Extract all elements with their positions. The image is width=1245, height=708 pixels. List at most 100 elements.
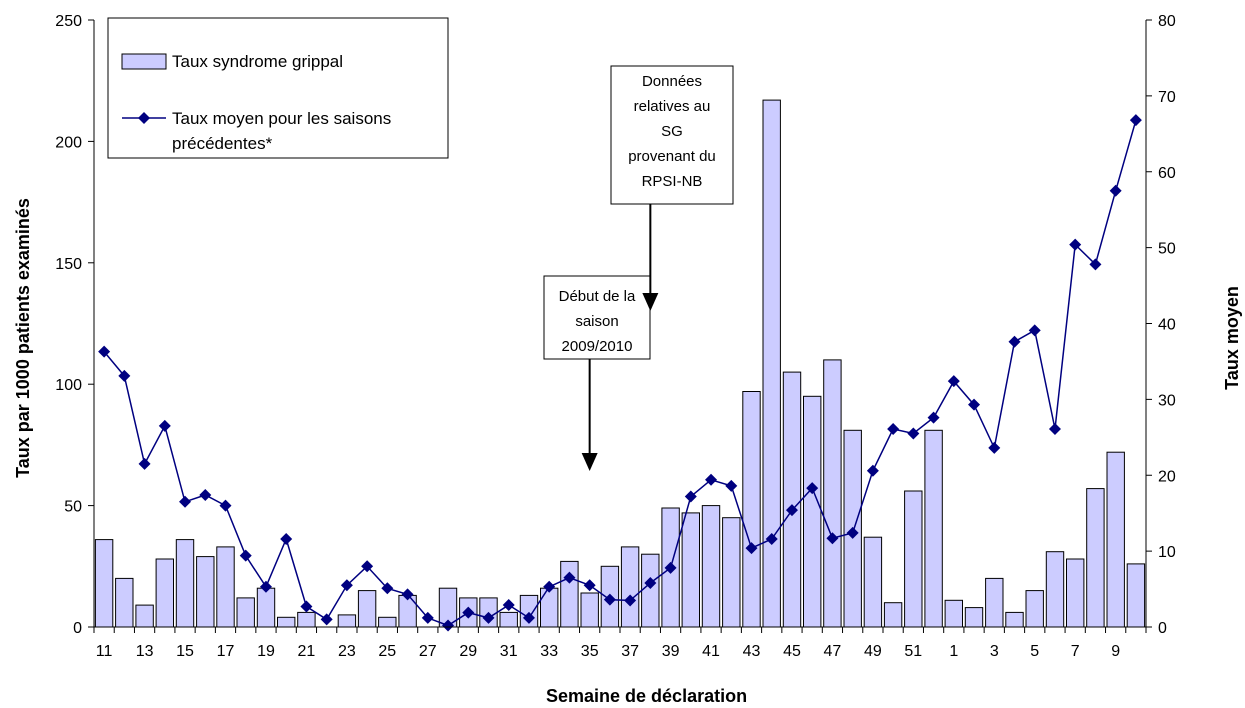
annotation-text-data-source: SG <box>661 123 683 140</box>
x-tick-label: 47 <box>824 643 842 660</box>
y2-tick-label: 60 <box>1158 165 1176 182</box>
annotation-text-data-source: relatives au <box>634 98 711 115</box>
bar-week-47 <box>823 359 842 628</box>
point-week-48 <box>846 526 859 539</box>
x-tick-label: 49 <box>864 643 882 660</box>
y2-tick-label: 70 <box>1158 89 1176 106</box>
bar-week-13 <box>135 604 154 628</box>
x-tick-label: 39 <box>662 643 680 660</box>
point-week-6 <box>1048 422 1061 435</box>
point-week-47 <box>826 532 839 545</box>
y-tick-label: 100 <box>55 377 82 394</box>
bar-week-4 <box>1005 611 1024 628</box>
annotation-text-season-start: saison <box>575 313 618 330</box>
bar-week-3 <box>985 577 1004 628</box>
point-week-44 <box>765 532 778 545</box>
point-week-30 <box>482 611 495 624</box>
x-tick-label: 11 <box>96 643 113 660</box>
point-week-34 <box>563 571 576 584</box>
bar-week-49 <box>863 536 883 628</box>
bar-week-18 <box>236 597 255 628</box>
bar-week-34 <box>560 560 579 628</box>
x-tick-label: 45 <box>783 643 801 660</box>
x-tick-label: 5 <box>1030 643 1039 660</box>
point-week-10 <box>1129 114 1142 127</box>
x-tick-label: 17 <box>217 643 235 660</box>
point-week-51 <box>907 427 920 440</box>
annotation-text-data-source: provenant du <box>628 148 716 165</box>
y2-tick-label: 10 <box>1158 544 1176 561</box>
bar-week-10 <box>1126 563 1146 628</box>
point-week-17 <box>219 499 232 512</box>
point-week-46 <box>806 482 819 495</box>
point-week-52 <box>927 411 940 424</box>
legend-swatch-bar <box>121 53 167 70</box>
point-week-27 <box>421 611 434 624</box>
y-axis-title: Taux par 1000 patients examinés <box>13 198 33 478</box>
bar-week-6 <box>1045 551 1065 628</box>
y-tick-label: 0 <box>73 620 82 637</box>
x-tick-label: 13 <box>136 643 154 660</box>
annotation-text-season-start: Début de la <box>559 288 636 305</box>
point-week-28 <box>442 619 455 632</box>
x-tick-label: 25 <box>378 643 396 660</box>
bar-week-14 <box>155 558 175 628</box>
bar-week-50 <box>883 602 903 628</box>
bar-week-12 <box>115 577 134 628</box>
annotation-arrow-season-start-head <box>581 453 598 471</box>
bar-week-43 <box>742 391 761 628</box>
bar-week-5 <box>1025 590 1044 628</box>
point-week-7 <box>1069 238 1082 251</box>
y2-tick-label: 50 <box>1158 241 1176 258</box>
point-week-35 <box>583 579 596 592</box>
y2-tick-label: 80 <box>1158 13 1176 30</box>
point-week-38 <box>644 576 657 589</box>
x-tick-label: 43 <box>743 643 761 660</box>
bar-week-24 <box>357 590 377 628</box>
bar-week-15 <box>175 539 195 628</box>
point-week-45 <box>785 504 798 517</box>
x-tick-label: 35 <box>581 643 599 660</box>
y2-tick-label: 20 <box>1158 468 1176 485</box>
line-layer <box>98 114 1142 632</box>
y-tick-label: 50 <box>64 499 82 516</box>
point-week-2 <box>968 398 981 411</box>
bar-week-41 <box>701 505 721 628</box>
x-tick-label: 1 <box>949 643 958 660</box>
point-week-42 <box>725 479 738 492</box>
point-week-40 <box>684 490 697 503</box>
legend: Taux syndrome grippal Taux moyen pour le… <box>107 17 449 159</box>
bar-week-11 <box>94 539 114 628</box>
annotations-layer: Début de la saison 2009/2010 Données relativ… <box>543 65 734 471</box>
x-tick-label: 37 <box>621 643 639 660</box>
x-tick-label: 3 <box>990 643 999 660</box>
bar-week-9 <box>1106 451 1125 628</box>
point-week-32 <box>522 611 535 624</box>
line-series-taux-moyen <box>103 119 1137 627</box>
point-week-41 <box>705 473 718 486</box>
y2-axis-title: Taux moyen <box>1222 286 1242 390</box>
annotation-arrow-data-source-head <box>642 293 659 311</box>
legend-label-line-part1: Taux moyen pour les saisons <box>172 109 391 128</box>
bar-week-37 <box>620 546 640 628</box>
bar-week-17 <box>216 546 235 628</box>
point-week-5 <box>1028 324 1041 337</box>
point-week-37 <box>624 594 637 607</box>
annotation-text-group-data-source: Données relatives au SG provenant du RPSI-NB <box>628 73 716 190</box>
x-tick-label: 33 <box>540 643 558 660</box>
point-week-49 <box>866 464 879 477</box>
y2-tick-label: 40 <box>1158 317 1176 334</box>
annotation-box-data-source <box>610 65 734 205</box>
y-tick-label: 250 <box>55 13 82 30</box>
bar-week-16 <box>196 556 215 628</box>
legend-label-line: Taux moyen pour les saisons précédentes* <box>172 109 396 153</box>
bar-week-21 <box>297 611 316 628</box>
point-week-14 <box>158 419 171 432</box>
point-week-20 <box>280 532 293 545</box>
bar-week-1 <box>944 599 963 628</box>
point-week-12 <box>118 369 131 382</box>
point-week-9 <box>1109 184 1122 197</box>
point-week-43 <box>745 542 758 555</box>
bars-layer <box>94 99 1146 628</box>
